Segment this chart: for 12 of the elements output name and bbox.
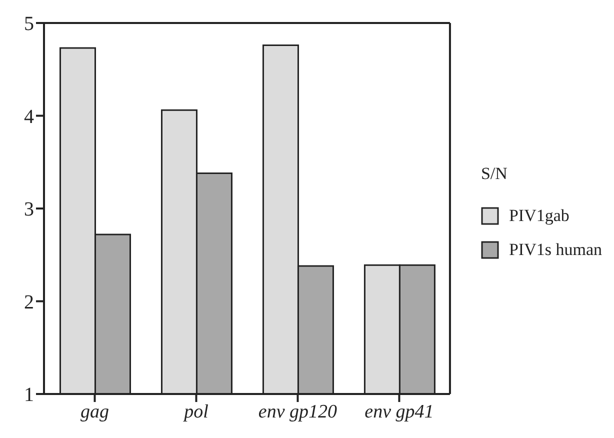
legend-title: S/N — [480, 164, 508, 184]
y-tick-label: 5 — [24, 13, 34, 36]
legend-label: PIV1gab — [508, 206, 570, 226]
y-tick-label: 1 — [24, 384, 34, 406]
x-tick-label: gag — [80, 401, 109, 422]
y-tick-label: 3 — [24, 198, 34, 221]
x-tick-label: env gp120 — [258, 401, 338, 422]
legend-label: PIV1s human — [508, 240, 602, 260]
x-tick-label: pol — [182, 401, 208, 422]
y-tick-label: 4 — [24, 106, 34, 128]
x-tick-label: env gp41 — [364, 401, 434, 422]
y-tick-label: 2 — [24, 291, 34, 314]
